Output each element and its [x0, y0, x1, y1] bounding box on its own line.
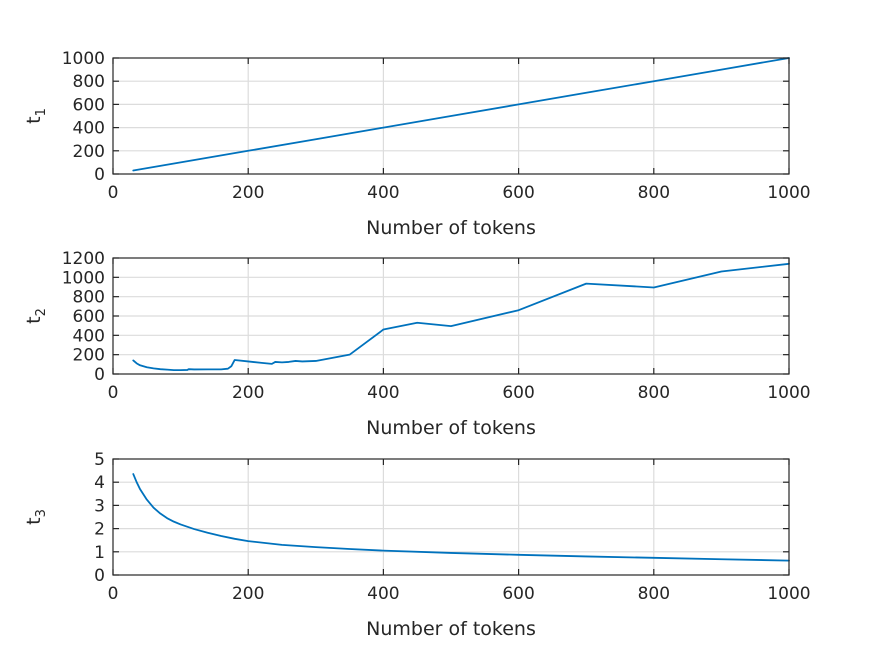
chart-2-y-axis-label: t2 [23, 308, 49, 324]
chart-3-series-line [132, 473, 790, 562]
chart-2-series-line [132, 262, 790, 372]
chart-1-panel: 0 200 400 600 800 1000 0 200 400 600 800 1000 Number… [23, 49, 811, 239]
chart-3-x-axis-label: Number of tokens [366, 618, 536, 640]
chart-2-x-tick-label: 200 [232, 383, 264, 403]
chart-3-y-tick-label: 5 [94, 450, 105, 470]
chart-2-y-tick-label: 400 [73, 326, 105, 346]
chart-3-axes-box [112, 458, 790, 576]
chart-2-x-tick-label: 800 [638, 383, 670, 403]
chart-3-panel: 0 200 400 600 800 1000 0 1 2 3 4 5 Number of tokens t… [23, 450, 811, 640]
chart-3-x-tick-label: 200 [232, 584, 264, 604]
chart-2-y-tick-label: 200 [73, 346, 105, 366]
chart-3-y-tick-label: 0 [94, 566, 105, 586]
chart-2-y-tick-label: 1000 [62, 268, 105, 288]
chart-1-axes-box [112, 57, 790, 175]
chart-1-x-tick-label: 600 [502, 183, 534, 203]
chart-2-x-axis-label: Number of tokens [366, 417, 536, 439]
chart-1-y-tick-label: 1000 [62, 49, 105, 69]
chart-1-x-tick-label: 800 [638, 183, 670, 203]
chart-1-y-tick-label: 800 [73, 72, 105, 92]
chart-3-x-tick-label: 0 [108, 584, 119, 604]
chart-1-series-line [132, 57, 790, 172]
chart-1-x-tick-label: 200 [232, 183, 264, 203]
chart-1-y-axis-label-main: t [23, 116, 45, 123]
chart-2-y-axis-label-subscript: 2 [34, 308, 49, 316]
chart-3-y-axis-label: t3 [23, 509, 49, 525]
chart-1-x-tick-label: 1000 [767, 183, 810, 203]
chart-1-y-tick-label: 600 [73, 95, 105, 115]
chart-3-y-tick-label: 1 [94, 543, 105, 563]
chart-2-x-tick-label: 1000 [767, 383, 810, 403]
chart-1-y-tick-label: 0 [94, 165, 105, 185]
chart-1-y-tick-label: 200 [73, 142, 105, 162]
chart-2-x-tick-label: 600 [502, 383, 534, 403]
chart-3-x-tick-label: 400 [367, 584, 399, 604]
chart-3-x-tick-label: 800 [638, 584, 670, 604]
chart-2-y-axis-label-main: t [23, 316, 45, 323]
chart-1-x-axis-label: Number of tokens [366, 217, 536, 239]
chart-3-x-tick-label: 1000 [767, 584, 810, 604]
chart-2-x-tick-label: 400 [367, 383, 399, 403]
chart-2-y-tick-label: 1200 [62, 249, 105, 269]
chart-1-y-tick-label: 400 [73, 119, 105, 139]
chart-1-y-axis-label-subscript: 1 [34, 108, 49, 116]
chart-1-y-axis-label: t1 [23, 108, 49, 124]
chart-1-x-tick-label: 0 [108, 183, 119, 203]
chart-2-y-tick-label: 0 [94, 365, 105, 385]
chart-3-y-tick-label: 3 [94, 496, 105, 516]
chart-3-y-tick-label: 2 [94, 520, 105, 540]
chart-2-panel: 0 200 400 600 800 1000020040060080010001200Nu… [23, 249, 811, 439]
chart-3-y-axis-label-main: t [23, 517, 45, 524]
chart-2-y-tick-label: 600 [73, 307, 105, 327]
chart-1-x-tick-label: 400 [367, 183, 399, 203]
chart-3-x-tick-label: 600 [502, 584, 534, 604]
chart-3-y-tick-label: 4 [94, 473, 105, 493]
chart-3-plot-area [113, 459, 789, 575]
chart-2-x-tick-label: 0 [108, 383, 119, 403]
chart-2-y-tick-label: 800 [73, 288, 105, 308]
chart-3-y-axis-label-subscript: 3 [34, 509, 49, 517]
